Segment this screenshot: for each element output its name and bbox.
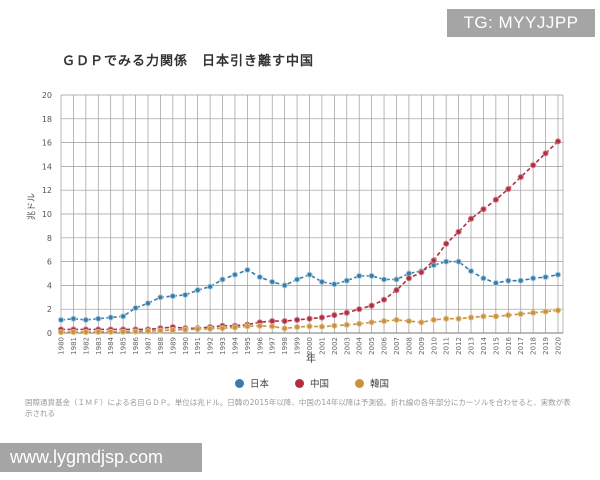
- svg-text:2020: 2020: [555, 337, 563, 355]
- svg-text:1981: 1981: [70, 337, 78, 355]
- svg-text:2010: 2010: [430, 337, 438, 355]
- svg-text:2001: 2001: [318, 337, 326, 355]
- svg-text:1980: 1980: [58, 337, 66, 355]
- svg-text:2007: 2007: [393, 337, 401, 355]
- china-legend-dot-icon: [294, 378, 304, 388]
- svg-text:2017: 2017: [517, 337, 525, 355]
- legend-label-japan: 日本: [249, 379, 269, 390]
- svg-text:2011: 2011: [443, 337, 451, 355]
- svg-text:1986: 1986: [132, 336, 140, 354]
- chart-caption: 国際通貨基金（ＩＭＦ）による名目ＧＤＰ。単位は兆ドル。日韓の2015年以降、中国…: [25, 398, 571, 419]
- x-axis-label: 年: [306, 354, 316, 365]
- svg-text:2019: 2019: [542, 337, 550, 355]
- svg-text:1996: 1996: [256, 336, 264, 354]
- svg-text:2: 2: [47, 305, 52, 314]
- japan-legend-dot-icon: [234, 378, 244, 388]
- chart-legend: 日本 中国 韓国: [61, 376, 563, 390]
- svg-text:0: 0: [47, 329, 52, 338]
- svg-text:20: 20: [42, 91, 52, 100]
- svg-text:2004: 2004: [356, 336, 364, 354]
- svg-text:1999: 1999: [294, 337, 302, 355]
- svg-text:16: 16: [42, 139, 52, 148]
- svg-text:1995: 1995: [244, 337, 252, 355]
- svg-text:6: 6: [47, 258, 52, 267]
- svg-text:8: 8: [47, 234, 52, 243]
- svg-text:2006: 2006: [381, 336, 389, 354]
- svg-text:1990: 1990: [182, 337, 190, 355]
- svg-text:1984: 1984: [107, 336, 115, 354]
- svg-text:1989: 1989: [169, 337, 177, 355]
- watermark-telegram: TG: MYYJJPP: [447, 9, 595, 37]
- chart-title: ＧＤＰでみる力関係 日本引き離す中国: [62, 54, 315, 69]
- svg-text:2016: 2016: [505, 336, 513, 354]
- svg-text:1993: 1993: [219, 337, 227, 355]
- svg-text:2013: 2013: [468, 337, 476, 355]
- svg-text:1991: 1991: [194, 337, 202, 355]
- korea-legend-dot-icon: [355, 378, 364, 388]
- svg-text:4: 4: [47, 281, 52, 290]
- svg-text:2000: 2000: [306, 337, 314, 355]
- svg-text:1988: 1988: [157, 337, 165, 355]
- svg-text:2009: 2009: [418, 337, 426, 355]
- svg-text:14: 14: [42, 162, 52, 171]
- svg-text:1994: 1994: [231, 336, 239, 354]
- svg-text:1992: 1992: [207, 337, 215, 355]
- svg-text:1987: 1987: [144, 337, 152, 355]
- svg-text:1982: 1982: [82, 337, 90, 355]
- svg-text:10: 10: [42, 210, 52, 219]
- legend-item-china[interactable]: 中国: [294, 376, 329, 390]
- svg-text:2005: 2005: [368, 337, 376, 355]
- svg-text:2008: 2008: [405, 337, 413, 355]
- svg-text:12: 12: [42, 186, 52, 195]
- svg-text:18: 18: [42, 115, 52, 124]
- legend-item-japan[interactable]: 日本: [234, 376, 269, 390]
- legend-label-korea: 韓国: [370, 379, 390, 390]
- watermark-website: www.lygmdjsp.com: [0, 443, 202, 472]
- svg-text:2018: 2018: [530, 337, 538, 355]
- svg-text:2003: 2003: [343, 337, 351, 355]
- svg-text:1997: 1997: [269, 337, 277, 355]
- svg-text:2014: 2014: [480, 336, 488, 354]
- legend-label-china: 中国: [309, 379, 329, 390]
- svg-text:2002: 2002: [331, 337, 339, 355]
- svg-text:1983: 1983: [95, 337, 103, 355]
- svg-text:1998: 1998: [281, 337, 289, 355]
- svg-text:1985: 1985: [120, 337, 128, 355]
- svg-text:2015: 2015: [492, 337, 500, 355]
- svg-text:2012: 2012: [455, 337, 463, 355]
- legend-item-korea[interactable]: 韓国: [355, 376, 389, 390]
- y-axis-label: 兆ドル: [27, 193, 38, 221]
